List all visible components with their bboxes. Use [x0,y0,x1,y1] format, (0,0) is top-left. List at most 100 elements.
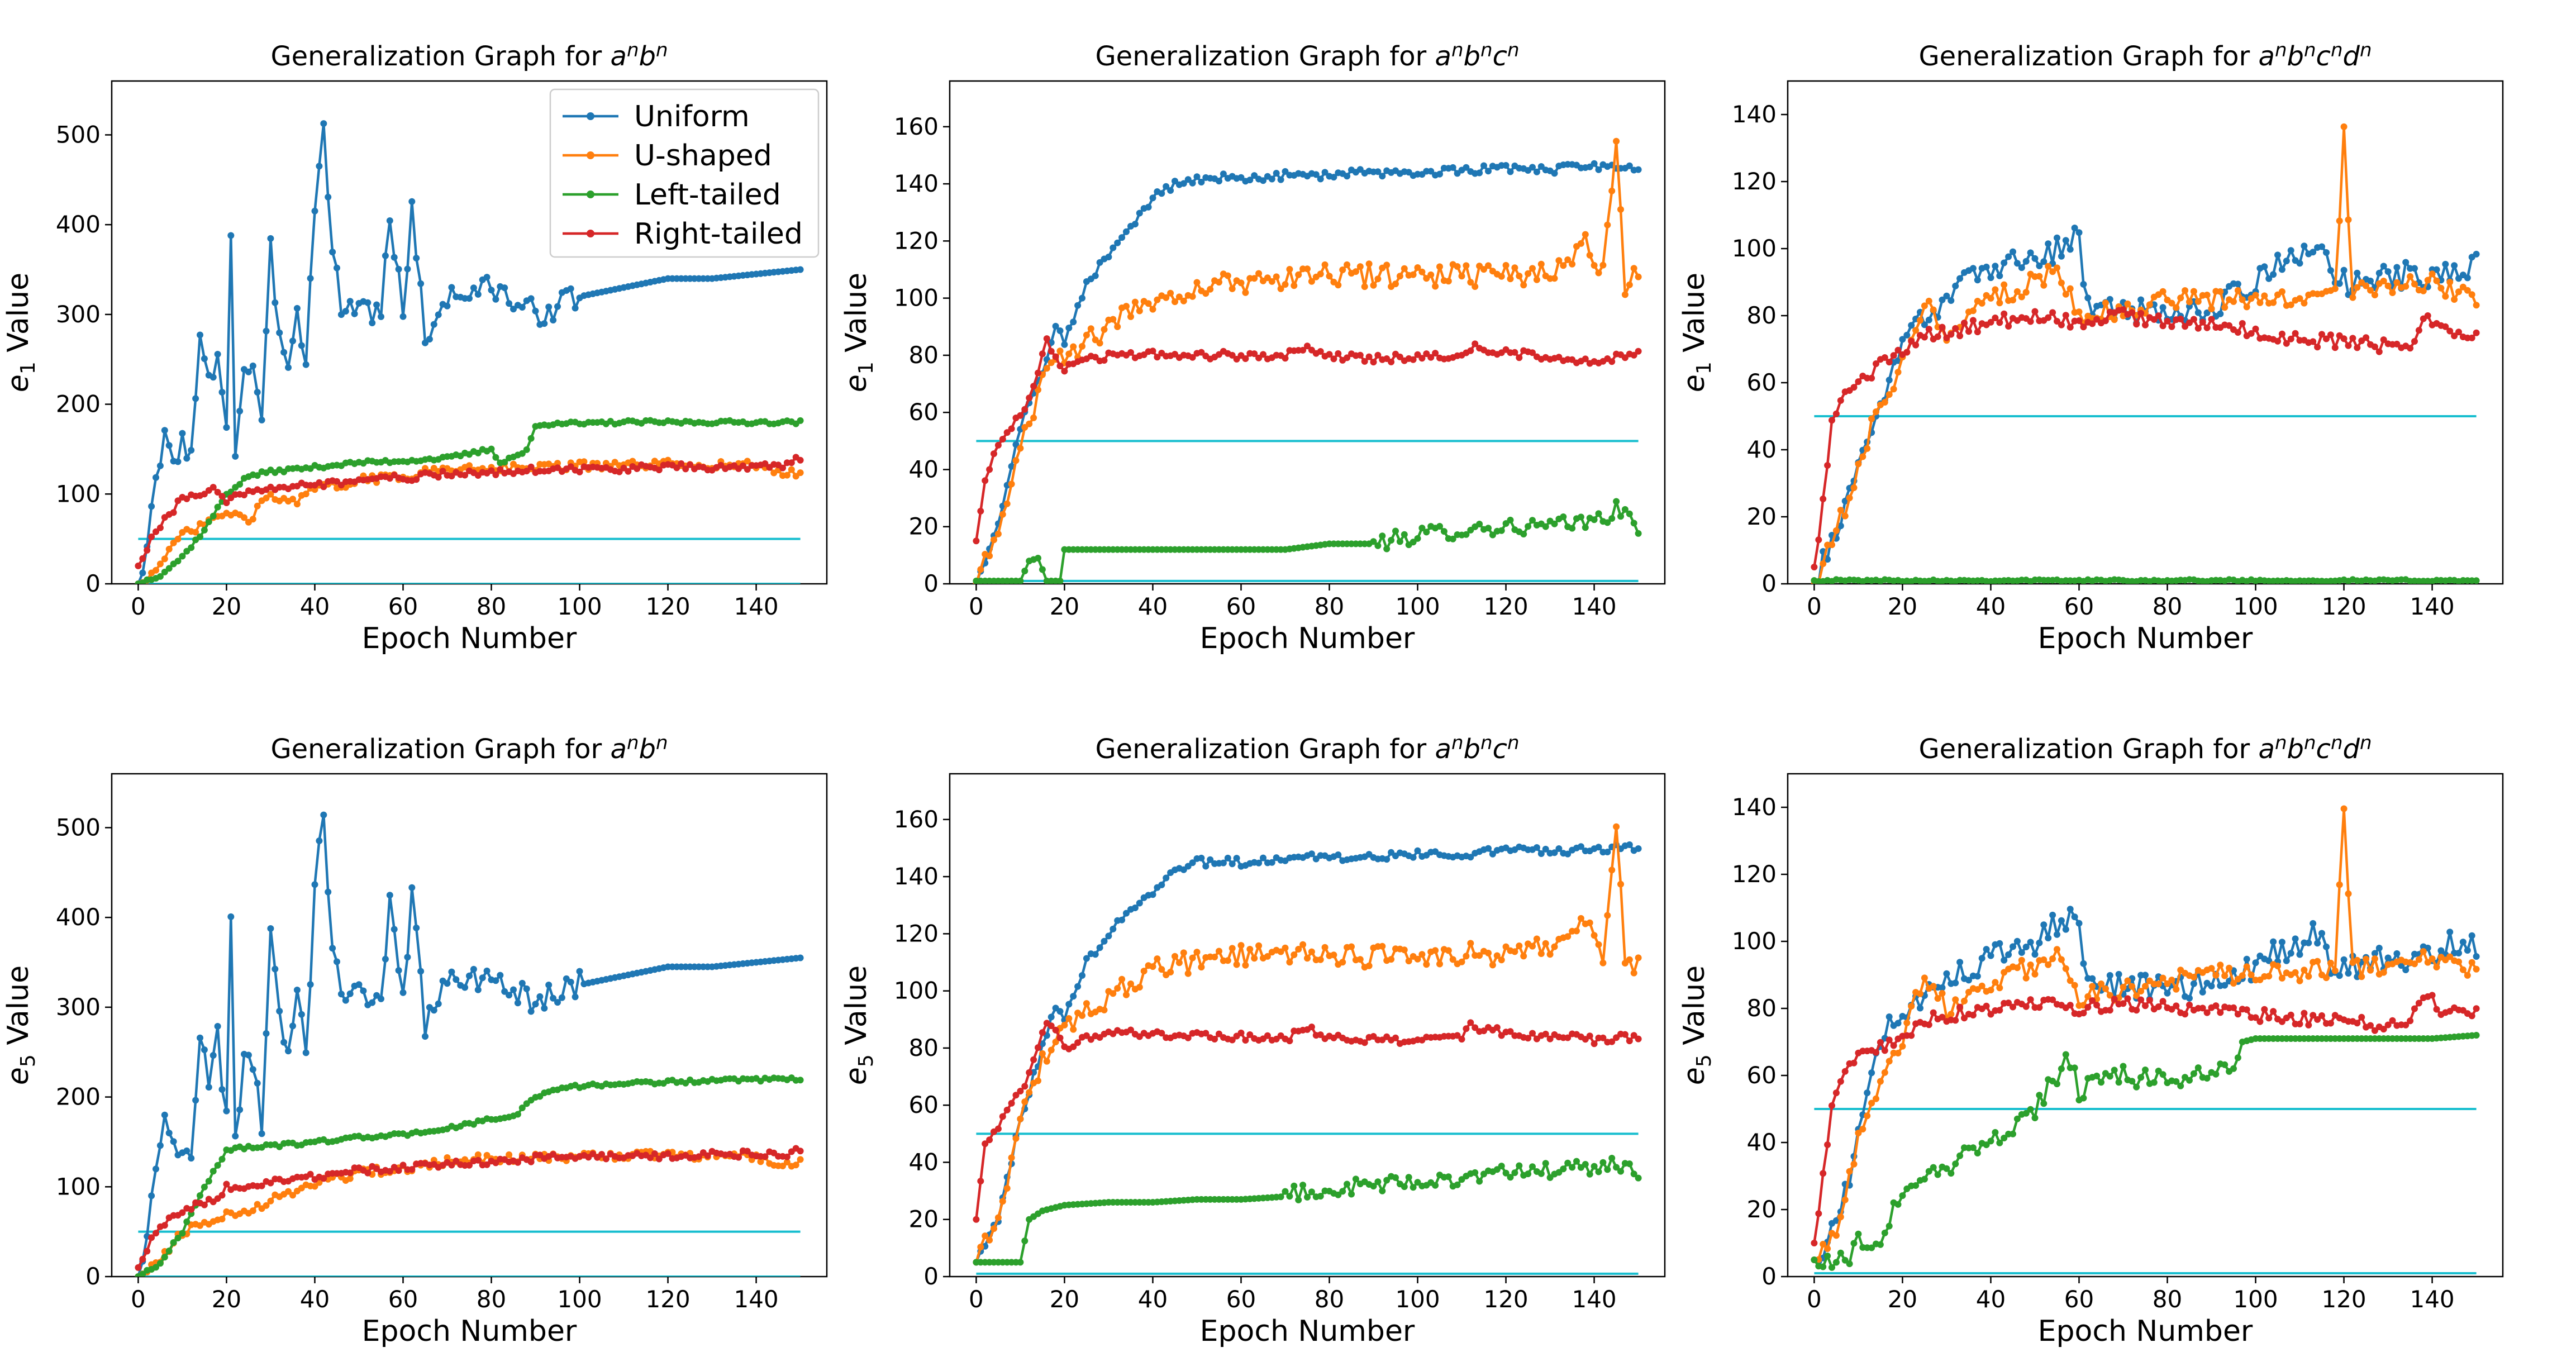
data-point [1127,313,1134,320]
x-tick-label: 60 [1226,593,1256,620]
data-point [2310,249,2317,256]
x-tick-label: 80 [477,1286,506,1313]
data-point [1956,332,1964,340]
series-u-shaped [1811,123,2480,584]
data-point [2194,1064,2202,1072]
data-point [2380,336,2387,344]
data-point [2142,983,2149,990]
data-point [430,1007,437,1014]
data-point [1449,535,1456,542]
data-point [1101,326,1108,333]
data-point [2203,292,2211,298]
data-point [1948,297,1955,304]
data-point [2137,1074,2145,1081]
data-point [1233,355,1240,363]
data-point [2226,964,2233,972]
data-point [651,1150,658,1157]
y-tick-label: 80 [1747,994,1777,1022]
y-tick-label: 140 [1732,101,1777,128]
data-point [156,462,164,469]
x-tick-label: 140 [2410,593,2454,620]
data-point [263,1202,270,1209]
data-point [1401,946,1408,954]
data-point [1489,961,1496,969]
panel-title: Generalization Graph for anbncndn [1918,39,2372,72]
data-point [2301,967,2308,974]
data-point [289,1022,296,1030]
data-point [1277,1193,1284,1201]
data-point [1983,1141,1990,1149]
data-point [1930,1009,1937,1016]
data-point [179,553,186,560]
data-point [2459,966,2467,973]
data-point [1282,281,1289,288]
data-point [655,466,663,474]
data-point [1039,1050,1046,1057]
data-point [704,1152,711,1159]
data-point [2371,343,2378,350]
data-point [435,1000,442,1007]
data-point [1850,1160,1858,1168]
data-point [2296,295,2303,302]
data-point [1472,1024,1479,1031]
data-point [320,811,327,818]
data-point [1908,1003,1915,1010]
data-point [518,304,526,311]
y-tick-label: 160 [894,113,939,140]
data-point [2054,234,2060,241]
data-point [2314,1016,2321,1023]
data-point [201,1183,208,1191]
data-point [2036,1092,2043,1099]
data-point [1074,1039,1082,1046]
x-tick-label: 0 [969,1286,984,1313]
data-point [2402,259,2410,266]
data-point [183,495,191,502]
legend-label: U-shaped [634,139,772,173]
data-point [1921,974,1928,982]
data-point [1983,946,1990,953]
data-point [1591,262,1598,269]
data-point [527,1008,535,1015]
data-point [2217,310,2224,317]
data-point [1317,270,1324,278]
y-tick-label: 140 [894,863,939,890]
data-point [170,539,177,546]
data-point [2124,300,2131,307]
data-point [2393,950,2401,957]
data-point [1154,296,1161,303]
data-point [170,1239,177,1246]
data-point [2243,1006,2250,1013]
data-point [1992,263,1999,270]
data-point [1493,1024,1501,1031]
title-math-sup: n [656,39,668,61]
data-point [1520,531,1527,537]
data-point [1299,346,1307,354]
data-point [2336,881,2343,888]
data-point [1476,1178,1483,1185]
data-point [2375,945,2383,951]
data-point [1282,1188,1289,1195]
data-point [1361,358,1368,365]
data-point [2256,1018,2264,1025]
data-point [1136,984,1143,991]
y-tick-label: 400 [56,211,101,238]
data-point [1237,174,1245,181]
data-point [1560,1165,1567,1173]
y-tick-label: 60 [909,398,939,426]
data-point [1890,385,1897,393]
data-point [209,512,217,520]
data-point [148,1192,155,1199]
x-tick-label: 80 [2153,593,2182,620]
data-point [788,459,795,466]
data-point [1864,1089,1871,1097]
data-point [1427,168,1435,175]
data-point [1507,516,1514,523]
data-point [2124,995,2131,1002]
data-point [2375,269,2383,277]
data-point [161,1222,168,1229]
data-point [1873,408,1879,415]
data-point [1511,948,1518,955]
data-point [2018,956,2025,964]
